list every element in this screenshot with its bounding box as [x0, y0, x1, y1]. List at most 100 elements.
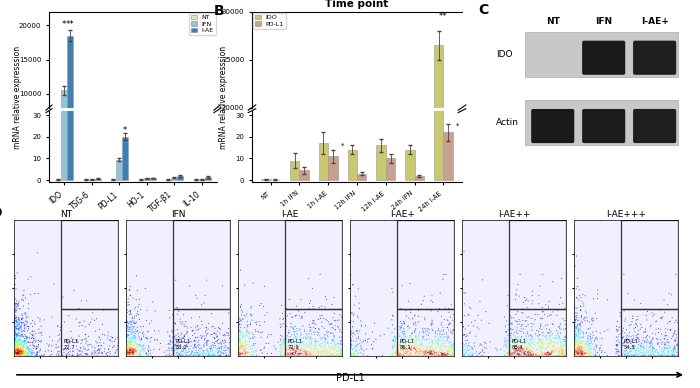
Point: [300, 335, 312, 341]
Point: [167, 351, 178, 357]
Point: [580, 308, 592, 314]
Point: [206, 349, 218, 355]
Point: [22, 346, 34, 353]
Point: [11, 319, 22, 325]
Title: I-AE++: I-AE++: [498, 210, 531, 219]
Point: [141, 336, 153, 342]
Point: [328, 330, 339, 336]
Point: [28, 342, 39, 348]
Point: [461, 343, 472, 349]
Point: [670, 271, 681, 277]
Point: [234, 352, 245, 359]
Point: [391, 347, 402, 353]
Title: I-AE+: I-AE+: [390, 210, 414, 219]
Point: [583, 351, 594, 357]
Point: [439, 317, 450, 323]
Point: [46, 348, 57, 354]
Point: [13, 326, 24, 333]
Point: [10, 327, 21, 334]
Point: [440, 353, 451, 359]
Point: [635, 343, 646, 349]
Point: [196, 318, 207, 324]
Point: [237, 333, 248, 340]
Point: [398, 345, 409, 352]
Point: [589, 337, 601, 343]
Point: [626, 319, 638, 325]
Point: [251, 352, 262, 358]
Point: [120, 345, 132, 351]
Point: [16, 348, 27, 354]
Point: [411, 339, 422, 345]
Point: [522, 344, 533, 350]
Point: [405, 334, 416, 341]
Point: [460, 290, 471, 296]
Point: [583, 351, 594, 357]
Point: [419, 348, 430, 354]
Point: [34, 338, 46, 345]
Point: [400, 346, 411, 352]
Point: [22, 351, 34, 357]
Point: [10, 348, 22, 354]
Point: [255, 329, 266, 336]
Point: [523, 349, 534, 355]
Point: [10, 352, 22, 359]
Point: [17, 312, 28, 319]
Point: [24, 347, 35, 353]
Point: [308, 329, 319, 336]
Point: [648, 350, 659, 356]
Point: [569, 352, 580, 358]
Point: [345, 342, 356, 348]
Point: [234, 344, 246, 350]
Point: [184, 283, 195, 289]
Point: [578, 331, 589, 337]
Point: [304, 328, 316, 334]
Point: [424, 345, 435, 351]
Point: [422, 352, 433, 358]
Point: [352, 341, 363, 347]
Point: [414, 346, 425, 352]
Point: [321, 348, 332, 355]
Point: [526, 315, 537, 322]
Point: [123, 332, 134, 338]
Point: [545, 333, 556, 339]
Point: [389, 342, 400, 348]
Point: [10, 351, 21, 357]
Point: [419, 346, 430, 352]
Point: [80, 331, 91, 338]
Point: [448, 327, 459, 333]
Point: [484, 339, 496, 345]
Point: [11, 333, 22, 340]
Point: [24, 348, 35, 354]
Point: [247, 345, 258, 352]
Point: [443, 348, 454, 354]
Point: [12, 342, 23, 348]
Point: [470, 348, 482, 355]
Point: [421, 347, 432, 353]
Point: [347, 346, 358, 352]
Point: [402, 337, 414, 343]
Point: [288, 326, 299, 332]
Point: [171, 345, 182, 352]
Point: [434, 346, 445, 352]
Point: [395, 324, 407, 331]
Point: [120, 327, 132, 333]
Point: [532, 352, 543, 359]
Point: [525, 341, 536, 348]
Point: [649, 352, 660, 359]
Point: [559, 343, 570, 350]
Point: [234, 338, 245, 345]
Point: [542, 329, 554, 335]
Point: [406, 344, 417, 350]
Point: [11, 300, 22, 307]
Point: [648, 313, 659, 319]
Point: [214, 353, 225, 359]
Bar: [357, 174, 367, 180]
Point: [444, 348, 455, 354]
Point: [648, 352, 659, 358]
Point: [514, 344, 525, 350]
Point: [421, 353, 432, 359]
Point: [122, 345, 133, 352]
Point: [11, 347, 22, 353]
Point: [662, 333, 673, 339]
Point: [136, 336, 147, 343]
